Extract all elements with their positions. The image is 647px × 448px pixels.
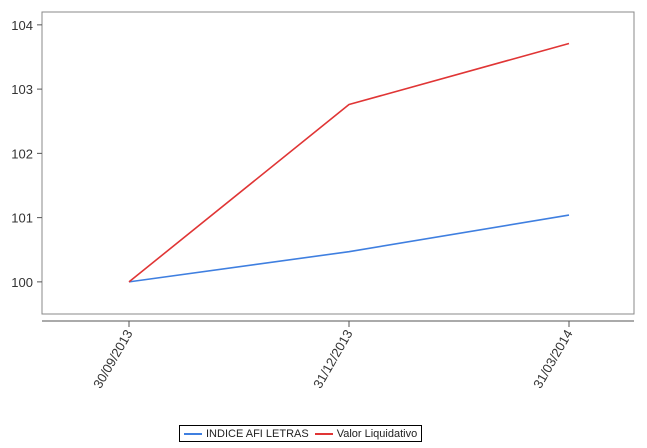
- legend-label: INDICE AFI LETRAS: [206, 428, 309, 440]
- plot-area-frame: [42, 12, 634, 314]
- y-tick-label: 102: [11, 146, 33, 161]
- x-tick-label: 31/03/2014: [530, 327, 576, 391]
- y-tick-label: 103: [11, 82, 33, 97]
- y-tick-label: 100: [11, 275, 33, 290]
- legend-swatch: [315, 433, 333, 435]
- x-tick-label: 30/09/2013: [90, 327, 136, 391]
- legend-swatch: [184, 433, 202, 435]
- legend: INDICE AFI LETRAS Valor Liquidativo: [179, 425, 422, 442]
- y-axis: 100 101 102 103 104: [11, 18, 42, 290]
- legend-item-series-1: Valor Liquidativo: [315, 428, 418, 440]
- x-tick-label: 31/12/2013: [310, 327, 356, 391]
- y-tick-label: 104: [11, 18, 33, 33]
- x-axis: 30/09/2013 31/12/2013 31/03/2014: [42, 321, 634, 391]
- y-tick-label: 101: [11, 211, 33, 226]
- legend-label: Valor Liquidativo: [337, 428, 418, 440]
- legend-item-series-0: INDICE AFI LETRAS: [184, 428, 309, 440]
